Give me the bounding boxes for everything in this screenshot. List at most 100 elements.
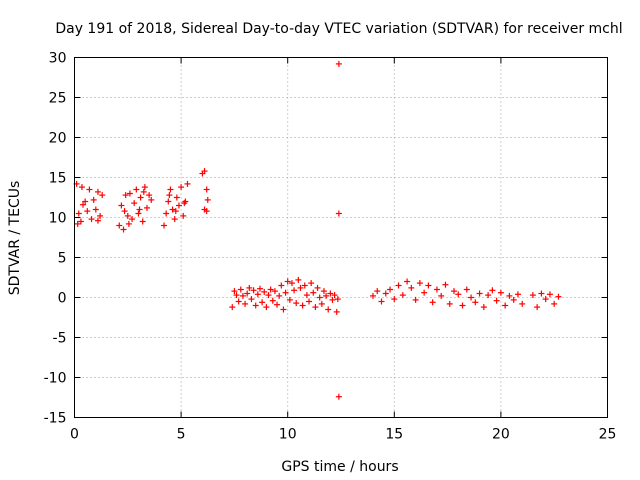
data-point [90,196,97,203]
data-point [519,300,526,307]
data-point [291,287,298,294]
x-tick-labels: 0 5 10 15 20 25 [70,427,616,443]
data-point [331,292,338,299]
y-tick-label: 5 [58,251,67,267]
data-point [399,292,406,299]
y-tick-label: -10 [44,371,67,387]
y-tick-label: 20 [49,131,67,147]
data-point [233,292,240,299]
data-point [538,290,545,297]
data-point [450,288,457,295]
chart-title: Day 191 of 2018, Sidereal Day-to-day VTE… [55,21,622,37]
data-point [301,282,308,289]
data-point [269,297,276,304]
y-tick-label: -5 [53,331,67,347]
data-point [254,291,261,298]
data-point [143,204,150,211]
x-tick-label: 10 [279,427,297,443]
data-point [318,300,325,307]
data-point [121,208,128,215]
data-point [86,186,93,193]
data-point [463,286,470,293]
data-point [416,280,423,287]
data-point [256,285,263,292]
data-point [293,300,300,307]
data-point [334,296,341,303]
data-point [263,304,270,311]
data-point [94,217,101,224]
data-point [165,198,172,205]
data-point [116,222,123,229]
data-point [252,302,259,309]
data-point [231,288,238,295]
y-tick-label: -15 [44,411,67,427]
data-point [135,210,142,217]
data-point [468,294,475,301]
data-point [493,297,500,304]
data-point [204,196,211,203]
data-point [303,292,310,299]
data-point [472,299,479,306]
data-point [425,282,432,289]
data-point [77,218,84,225]
data-point [282,289,289,296]
data-point [391,296,398,303]
data-point [480,304,487,311]
data-point [82,198,89,205]
data-point [369,292,376,299]
data-point [259,299,266,306]
data-point [78,184,85,191]
data-point [297,284,304,291]
data-point [288,280,295,287]
data-point [139,218,146,225]
data-point [92,206,99,213]
data-point [514,291,521,298]
data-point [335,393,342,400]
data-point [378,298,385,305]
data-point [489,287,496,294]
data-point [261,288,268,295]
data-point [299,302,306,309]
y-tick-label: 0 [58,291,67,307]
data-point [136,206,143,213]
data-point [126,190,133,197]
y-tick-label: 25 [49,91,67,107]
y-tick-label: 30 [49,51,67,67]
x-tick-label: 5 [177,427,186,443]
data-point [278,282,285,289]
data-point [308,280,315,287]
data-point [412,296,419,303]
data-point [284,278,291,285]
data-point [250,287,257,294]
data-point [421,289,428,296]
data-point [178,184,185,191]
y-tick-label: 15 [49,171,67,187]
grid [74,57,608,418]
data-point [316,294,323,301]
data-point [320,288,327,295]
data-point [276,292,283,299]
data-point [180,212,187,219]
data-point [374,288,381,295]
data-point [246,284,253,291]
data-point [327,290,334,297]
data-point [455,291,462,298]
axis-ticks [74,57,608,418]
data-point [329,296,336,303]
x-tick-label: 25 [599,427,617,443]
data-point [333,308,340,315]
data-point [387,286,394,293]
data-point [433,286,440,293]
data-point [271,288,278,295]
data-point [310,289,317,296]
data-point [529,292,536,299]
data-point [429,299,436,306]
data-point [163,210,170,217]
data-point [551,300,558,307]
plot-frame [74,57,608,418]
data-point [325,306,332,313]
data-point [267,286,274,293]
y-tick-labels: -15 -10 -5 0 5 10 15 20 25 30 [44,51,67,427]
data-point [203,208,210,215]
data-point [506,292,513,299]
